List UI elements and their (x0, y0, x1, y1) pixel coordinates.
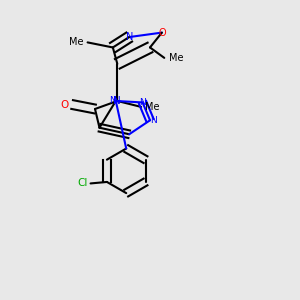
Text: N: N (139, 98, 146, 107)
Text: O: O (158, 28, 166, 38)
Text: Me: Me (69, 38, 83, 47)
Text: O: O (60, 100, 69, 110)
Text: Cl: Cl (77, 178, 88, 188)
Text: Me: Me (169, 53, 183, 63)
Text: N: N (113, 96, 121, 106)
Text: N: N (110, 97, 116, 106)
Text: Me: Me (145, 102, 159, 112)
Text: N: N (150, 116, 157, 125)
Text: N: N (125, 32, 133, 42)
